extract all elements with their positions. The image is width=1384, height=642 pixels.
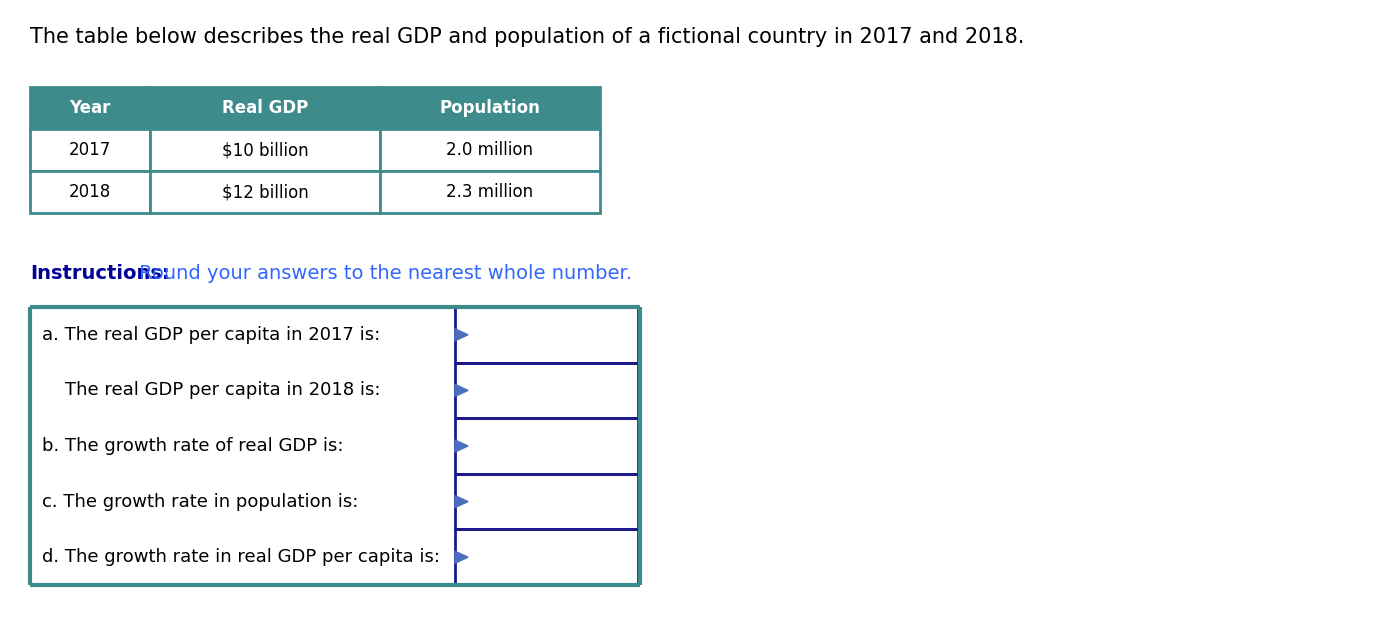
Bar [455,474,638,530]
Bar [30,129,149,171]
Text: b. The growth rate of real GDP is:: b. The growth rate of real GDP is: [42,437,343,455]
Text: The real GDP per capita in 2018 is:: The real GDP per capita in 2018 is: [42,381,381,399]
Bar [455,530,638,585]
Bar [381,129,601,171]
Text: Instructions:: Instructions: [30,264,170,283]
Bar [381,171,601,213]
Text: $10 billion: $10 billion [221,141,309,159]
Bar [455,307,638,363]
Text: c. The growth rate in population is:: c. The growth rate in population is: [42,492,358,510]
Text: Year: Year [69,99,111,117]
Text: a. The real GDP per capita in 2017 is:: a. The real GDP per capita in 2017 is: [42,325,381,344]
Text: 2.0 million: 2.0 million [447,141,533,159]
Text: The table below describes the real GDP and population of a fictional country in : The table below describes the real GDP a… [30,27,1024,47]
Bar [30,87,149,129]
Bar [149,129,381,171]
Polygon shape [455,440,468,452]
Text: Population: Population [440,99,540,117]
Bar [381,87,601,129]
Text: 2017: 2017 [69,141,111,159]
Polygon shape [455,329,468,341]
Bar [149,87,381,129]
Text: $12 billion: $12 billion [221,183,309,201]
Text: 2.3 million: 2.3 million [447,183,534,201]
Text: Real GDP: Real GDP [221,99,309,117]
Polygon shape [455,496,468,508]
Bar [30,171,149,213]
Bar [149,171,381,213]
Text: Round your answers to the nearest whole number.: Round your answers to the nearest whole … [133,264,632,283]
Polygon shape [455,551,468,563]
Bar [455,418,638,474]
Text: d. The growth rate in real GDP per capita is:: d. The growth rate in real GDP per capit… [42,548,440,566]
Text: 2018: 2018 [69,183,111,201]
Bar [455,363,638,418]
Polygon shape [455,385,468,396]
